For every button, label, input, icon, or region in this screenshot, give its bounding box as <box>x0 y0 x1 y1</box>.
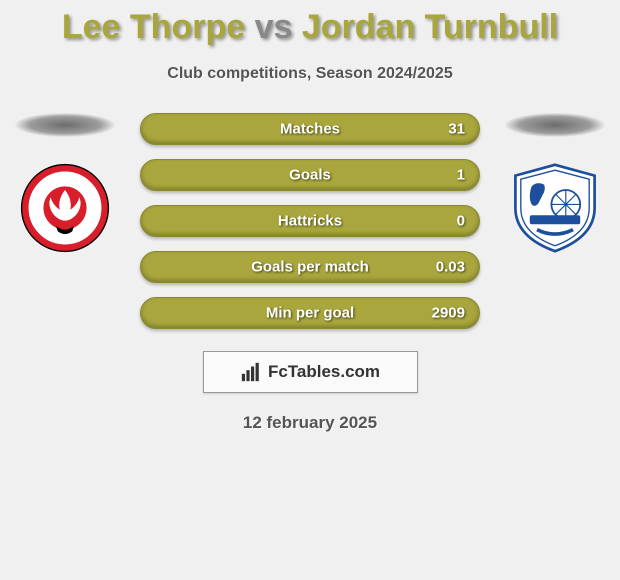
stat-label: Goals <box>289 167 331 184</box>
left-club-column <box>10 113 120 253</box>
content-area: Matches 31 Goals 1 Hattricks 0 Goals per… <box>0 113 620 329</box>
subtitle: Club competitions, Season 2024/2025 <box>0 65 620 83</box>
club-badge-right <box>510 163 600 253</box>
stat-value-right: 2909 <box>432 305 465 322</box>
right-club-column <box>500 113 610 253</box>
brand-text: FcTables.com <box>268 362 380 382</box>
stat-label: Min per goal <box>266 305 354 322</box>
stat-label: Matches <box>280 121 340 138</box>
player-shadow-left <box>15 113 115 137</box>
vs-text: vs <box>255 8 293 46</box>
stat-row-matches: Matches 31 <box>140 113 480 145</box>
fleetwood-badge-icon <box>20 163 110 253</box>
player2-name: Jordan Turnbull <box>302 8 558 46</box>
stat-value-right: 0 <box>457 213 465 230</box>
stat-row-goals: Goals 1 <box>140 159 480 191</box>
stat-label: Goals per match <box>251 259 369 276</box>
source-brand: FcTables.com <box>203 351 418 393</box>
comparison-title: Lee Thorpe vs Jordan Turnbull <box>0 0 620 47</box>
stat-row-hattricks: Hattricks 0 <box>140 205 480 237</box>
player1-name: Lee Thorpe <box>62 8 245 46</box>
chart-icon <box>240 361 262 383</box>
tranmere-badge-icon <box>510 163 600 253</box>
stat-row-min-per-goal: Min per goal 2909 <box>140 297 480 329</box>
stat-label: Hattricks <box>278 213 342 230</box>
club-badge-left <box>20 163 110 253</box>
stat-value-right: 1 <box>457 167 465 184</box>
player-shadow-right <box>505 113 605 137</box>
date-text: 12 february 2025 <box>0 413 620 433</box>
stats-list: Matches 31 Goals 1 Hattricks 0 Goals per… <box>140 113 480 329</box>
stat-value-right: 0.03 <box>436 259 465 276</box>
stat-row-goals-per-match: Goals per match 0.03 <box>140 251 480 283</box>
stat-value-right: 31 <box>448 121 465 138</box>
